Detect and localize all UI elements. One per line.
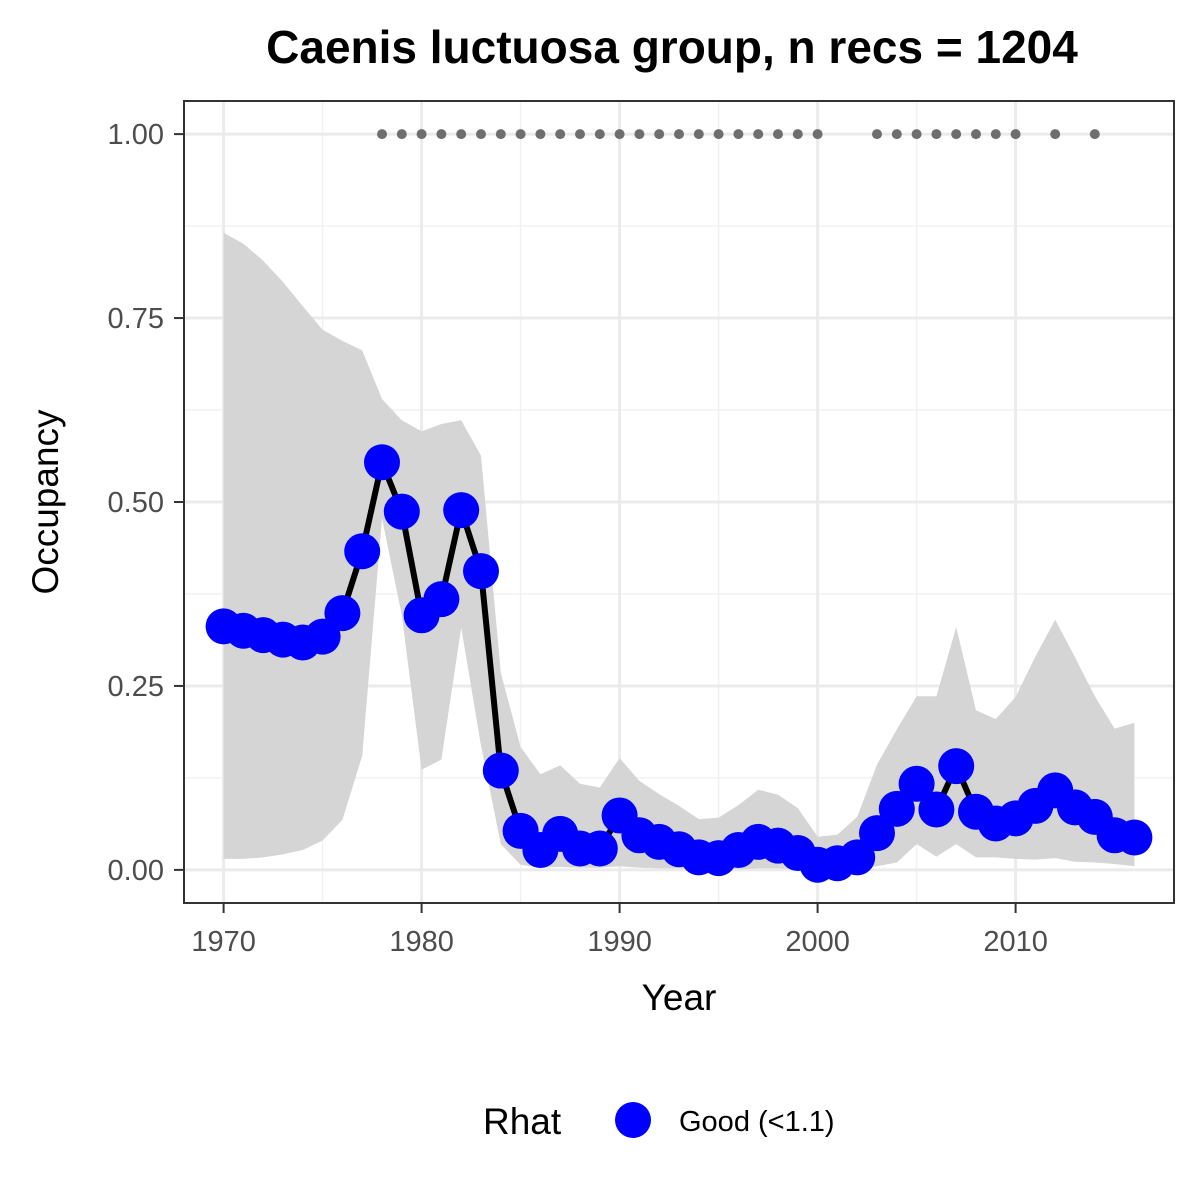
data-point (1116, 819, 1153, 856)
x-tick-label: 2010 (983, 926, 1048, 958)
data-point (839, 839, 876, 876)
data-point (878, 790, 915, 827)
record-dot (812, 129, 823, 140)
data-point (364, 444, 400, 481)
record-dot (693, 129, 704, 140)
record-dot (456, 129, 467, 140)
legend-label: Good (<1.1) (679, 1106, 835, 1138)
record-dot (753, 129, 764, 140)
data-point (918, 791, 955, 828)
data-point (324, 595, 361, 632)
y-tick-label: 0.00 (108, 855, 164, 887)
data-point (898, 765, 935, 802)
record-dot (515, 129, 526, 140)
record-dot (594, 129, 605, 140)
data-point (304, 618, 341, 655)
legend-title: Rhat (483, 1101, 562, 1142)
record-dot (931, 129, 942, 140)
record-dot (535, 129, 546, 140)
x-tick-label: 1990 (587, 926, 652, 958)
record-dot (733, 129, 744, 140)
record-dot (951, 129, 962, 140)
record-dot (377, 129, 387, 140)
record-dot (1050, 129, 1061, 140)
chart-title: Caenis luctuosa group, n recs = 1204 (266, 21, 1078, 73)
data-point (581, 830, 618, 867)
record-dot (416, 129, 427, 140)
record-dot (1010, 129, 1021, 140)
record-dot (674, 129, 684, 140)
data-point (482, 752, 519, 789)
data-point (938, 748, 975, 785)
record-dot (971, 129, 981, 140)
series-points-layer (205, 444, 1153, 883)
y-tick-label: 0.75 (108, 303, 164, 335)
record-dot (396, 129, 407, 140)
data-point (443, 492, 480, 529)
data-point (463, 553, 499, 590)
record-dot (792, 129, 803, 140)
data-point (423, 581, 460, 618)
y-axis-title: Occupancy (25, 409, 66, 595)
data-point (859, 815, 895, 852)
x-tick-label: 1980 (389, 926, 454, 958)
legend: Rhat Good (<1.1) (483, 1101, 835, 1142)
y-tick-label: 1.00 (108, 119, 164, 151)
record-dot (872, 129, 882, 140)
record-dot (555, 129, 566, 140)
record-dot (614, 129, 625, 140)
record-dot (891, 129, 902, 140)
record-dot (773, 129, 783, 140)
x-axis: 1970 1980 1990 2000 2010 (191, 903, 1048, 958)
record-dot (495, 129, 506, 140)
record-dot (575, 129, 585, 140)
data-point (383, 493, 420, 530)
record-dot (1089, 129, 1100, 140)
record-dot (476, 129, 486, 140)
x-axis-title: Year (642, 977, 717, 1018)
record-dot (436, 129, 447, 140)
record-dot (634, 129, 645, 140)
y-tick-label: 0.25 (108, 671, 164, 703)
record-dot (654, 129, 665, 140)
record-dot (911, 129, 922, 140)
record-dots-layer (377, 129, 1100, 140)
x-tick-label: 1970 (191, 926, 256, 958)
y-axis: 0.00 0.25 0.50 0.75 1.00 (108, 119, 184, 887)
record-dot (990, 129, 1001, 140)
data-point (344, 533, 381, 570)
y-tick-label: 0.50 (108, 487, 164, 519)
record-dot (713, 129, 724, 140)
legend-key-point (615, 1102, 651, 1138)
x-tick-label: 2000 (785, 926, 850, 958)
